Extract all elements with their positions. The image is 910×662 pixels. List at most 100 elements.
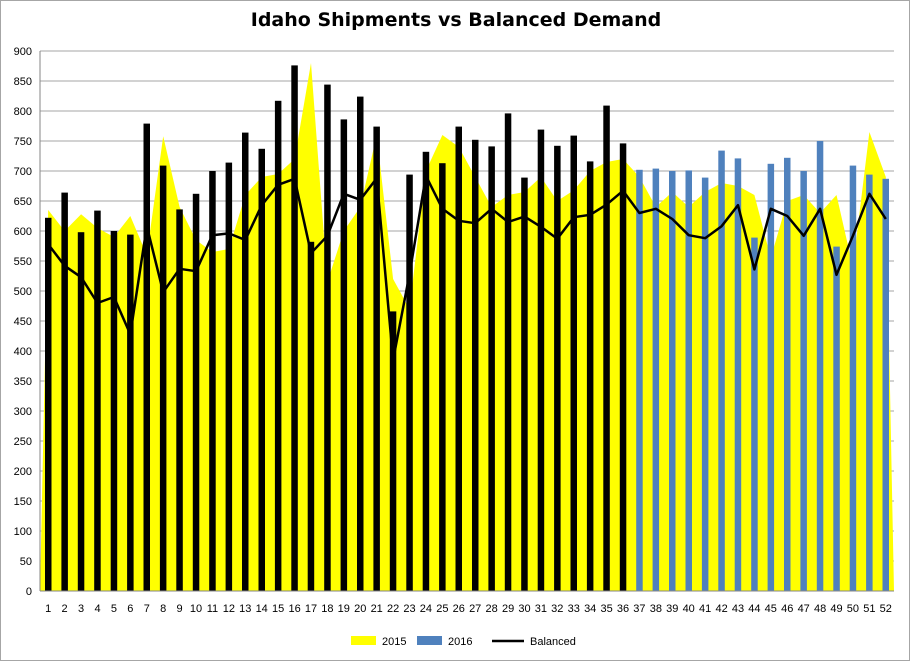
x-tick-label: 45: [765, 603, 777, 615]
x-tick-label: 27: [469, 603, 481, 615]
x-tick-label: 43: [732, 603, 744, 615]
bar-2016: [619, 143, 627, 591]
bar-2016: [734, 158, 742, 591]
bar-2016: [472, 139, 479, 592]
bar-2016: [833, 246, 840, 591]
x-tick-label: 20: [354, 603, 366, 615]
legend-swatch-2015: [351, 636, 376, 645]
x-axis-tick-labels: 1 2 3 4 5 6 7 8 9 10 11 12 13 14 15 16 17 18 19 20 21 22 23 24 2…: [45, 603, 892, 615]
bar-2016: [685, 170, 692, 591]
x-tick-label: 11: [207, 603, 218, 615]
bar-2016: [127, 234, 134, 591]
x-tick-label: 38: [650, 603, 662, 615]
axes: [39, 51, 894, 592]
bar-2016: [159, 165, 167, 591]
bar-2016: [652, 168, 660, 591]
x-tick-label: 46: [781, 603, 793, 615]
y-tick-label: 650: [14, 196, 32, 208]
bar-2016: [225, 162, 233, 591]
x-tick-label: 50: [847, 603, 859, 615]
bar-2016: [603, 105, 610, 591]
x-tick-label: 8: [160, 603, 166, 615]
bar-2016: [45, 217, 52, 592]
x-tick-label: 39: [666, 603, 678, 615]
x-tick-label: 4: [94, 603, 100, 615]
x-tick-label: 17: [305, 603, 317, 615]
x-tick-label: 15: [272, 603, 284, 615]
x-tick-label: 42: [715, 603, 727, 615]
x-tick-label: 36: [617, 603, 629, 615]
bar-2016: [192, 193, 200, 592]
x-tick-label: 18: [321, 603, 333, 615]
x-tick-label: 35: [600, 603, 612, 615]
bar-2016: [422, 151, 430, 592]
bar-2016: [784, 157, 791, 592]
bar-2016: [866, 174, 873, 591]
chart-title: Idaho Shipments vs Balanced Demand: [250, 9, 662, 31]
y-tick-label: 550: [14, 256, 32, 268]
bar-2016: [274, 100, 282, 592]
x-tick-label: 19: [338, 603, 350, 615]
x-tick-label: 52: [880, 603, 892, 615]
bar-2016: [669, 171, 676, 591]
x-tick-label: 2: [62, 603, 68, 615]
y-tick-label: 700: [14, 166, 32, 178]
bar-2016: [242, 132, 249, 591]
bar-2016: [816, 141, 824, 591]
legend-label-balanced: Balanced: [530, 636, 576, 648]
y-tick-label: 200: [14, 466, 32, 478]
y-tick-label: 50: [20, 556, 32, 568]
y-tick-label: 800: [14, 106, 32, 118]
x-tick-label: 23: [403, 603, 415, 615]
bar-2016: [636, 169, 643, 592]
x-tick-label: 5: [111, 603, 117, 615]
x-tick-label: 12: [223, 603, 235, 615]
bar-2016: [357, 96, 364, 591]
x-tick-label: 25: [436, 603, 448, 615]
x-tick-label: 33: [568, 603, 580, 615]
y-tick-label: 750: [14, 136, 32, 148]
x-tick-label: 41: [699, 603, 711, 615]
y-tick-label: 500: [14, 286, 32, 298]
bar-2016: [340, 119, 348, 592]
y-axis-tick-labels: 0 50 100 150 200 250 300 350 400 450 500 550 600 650 7…: [14, 46, 32, 598]
bar-2016: [110, 231, 118, 591]
bar-2016: [537, 129, 545, 591]
x-tick-label: 29: [502, 603, 514, 615]
x-tick-label: 51: [863, 603, 875, 615]
y-tick-label: 150: [14, 496, 32, 508]
y-tick-label: 250: [14, 436, 32, 448]
bar-2016: [291, 65, 298, 591]
bar-2016: [77, 232, 85, 591]
x-tick-label: 47: [798, 603, 810, 615]
bar-2016: [701, 177, 709, 591]
x-tick-label: 32: [551, 603, 563, 615]
x-tick-label: 26: [453, 603, 465, 615]
x-tick-label: 37: [633, 603, 645, 615]
bar-2016: [324, 84, 331, 591]
x-tick-label: 34: [584, 603, 596, 615]
x-tick-label: 24: [420, 603, 432, 615]
x-tick-label: 16: [288, 603, 300, 615]
series-2016-bars: [45, 65, 889, 592]
x-tick-label: 21: [371, 603, 383, 615]
bar-2016: [455, 126, 462, 591]
bar-2016: [389, 311, 397, 591]
y-tick-label: 600: [14, 226, 32, 238]
legend-label-2015: 2015: [382, 636, 406, 648]
x-tick-label: 28: [485, 603, 497, 615]
bar-2016: [307, 241, 315, 592]
bar-2016: [718, 150, 725, 591]
x-tick-label: 44: [748, 603, 760, 615]
bar-2016: [143, 123, 150, 591]
x-tick-label: 6: [127, 603, 133, 615]
bar-2016: [767, 163, 775, 592]
bar-2016: [488, 146, 495, 591]
y-tick-label: 350: [14, 376, 32, 388]
legend: 2015 2016 Balanced: [351, 636, 576, 648]
y-tick-label: 400: [14, 346, 32, 358]
area-2015: [40, 63, 894, 591]
bar-2016: [176, 209, 183, 591]
series-2015-area: [40, 63, 894, 591]
